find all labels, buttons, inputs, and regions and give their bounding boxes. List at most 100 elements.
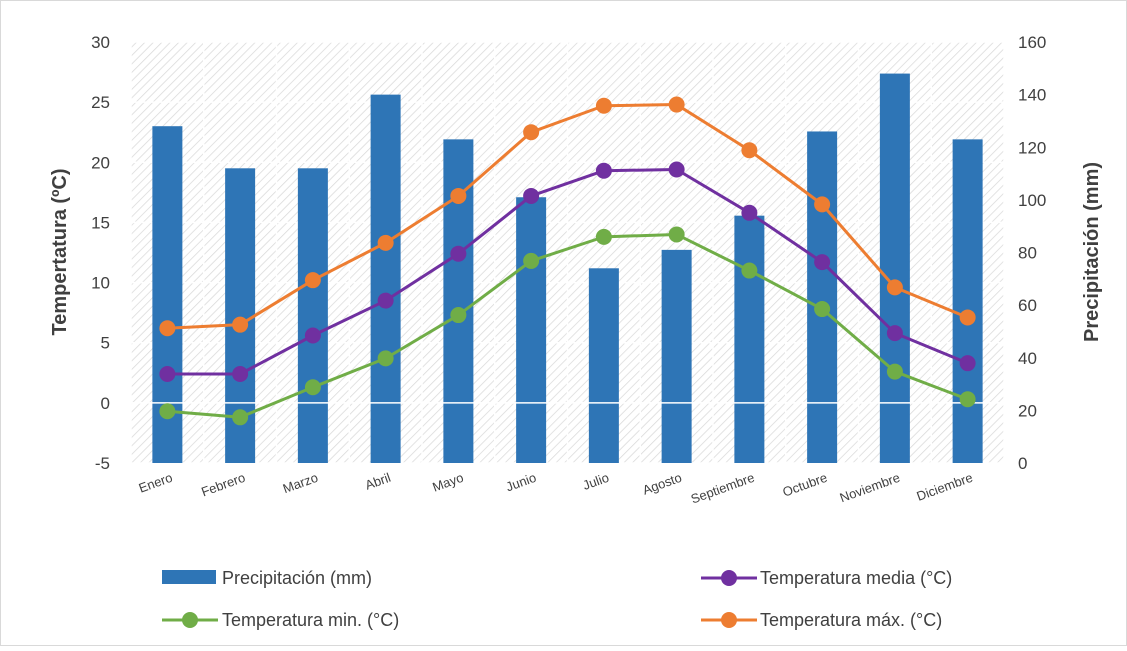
series-point (814, 196, 831, 213)
series-point (959, 355, 976, 372)
x-tick-label: Noviembre (838, 470, 902, 506)
series-point (741, 142, 758, 159)
series-point (523, 187, 540, 204)
legend-item-temp-min: Temperatura min. (°C) (162, 610, 399, 630)
series-point (304, 327, 321, 344)
series-point (232, 409, 249, 426)
series-point (886, 279, 903, 296)
series-point (886, 325, 903, 342)
legend-marker (182, 612, 198, 628)
series-point (668, 226, 685, 243)
x-tick-label: Junio (504, 470, 538, 495)
x-tick-label: Febrero (199, 470, 247, 500)
precipitation-bar (516, 197, 547, 463)
series-point (450, 187, 467, 204)
precipitation-bar (370, 94, 401, 463)
series-point (595, 228, 612, 245)
left-axis-ticks: -5 0 5 10 15 20 25 30 (91, 33, 110, 473)
legend: Precipitación (mm) Temperatura media (°C… (162, 568, 952, 630)
series-point (159, 365, 176, 382)
legend-item-temp-max: Temperatura máx. (°C) (701, 610, 942, 630)
series-point (814, 301, 831, 318)
series-point (159, 403, 176, 420)
series-line (167, 103, 969, 330)
y2-tick-label: 100 (1018, 191, 1046, 210)
temperature-lines (159, 96, 976, 426)
x-tick-label: Marzo (281, 470, 320, 496)
legend-item-temp-media: Temperatura media (°C) (701, 568, 952, 588)
series-point (668, 161, 685, 178)
series-point (377, 350, 394, 367)
y2-axis-title: Precipitación (mm) (1081, 162, 1103, 342)
series-point (814, 254, 831, 271)
legend-bar-swatch (162, 570, 216, 584)
series-point (304, 379, 321, 396)
legend-label: Temperatura media (°C) (760, 568, 952, 588)
legend-label: Temperatura min. (°C) (222, 610, 399, 630)
series-point (741, 204, 758, 221)
y2-tick-label: 20 (1018, 401, 1037, 420)
right-axis-ticks: 0 20 40 60 80 100 120 140 160 (1018, 33, 1046, 473)
x-tick-label: Octubre (781, 470, 830, 500)
y-tick-label: 0 (101, 394, 110, 413)
series-point (450, 307, 467, 324)
precipitation-bar (952, 139, 983, 463)
series-point (377, 234, 394, 251)
legend-marker (721, 612, 737, 628)
series-line (167, 232, 969, 419)
x-tick-label: Enero (137, 470, 175, 496)
series-point (959, 391, 976, 408)
y2-tick-label: 0 (1018, 454, 1027, 473)
gridlines (130, 41, 1005, 464)
series-line (167, 168, 969, 376)
y2-tick-label: 140 (1018, 86, 1046, 105)
x-tick-label: Septiembre (689, 470, 757, 507)
series-point (232, 365, 249, 382)
x-tick-label: Mayo (430, 470, 465, 495)
y2-tick-label: 60 (1018, 296, 1037, 315)
y-axis-title: Tempertatura (ºC) (49, 169, 71, 336)
precipitation-bar (297, 168, 328, 464)
category-labels: Enero Febrero Marzo Abril Mayo Junio Julio Agos… (137, 470, 975, 507)
x-tick-label: Abril (363, 470, 393, 493)
series-point (159, 320, 176, 337)
y-tick-label: 25 (91, 93, 110, 112)
y2-tick-label: 160 (1018, 33, 1046, 52)
x-tick-label: Julio (581, 470, 611, 493)
series-point (450, 245, 467, 262)
series-point (741, 262, 758, 279)
y-tick-label: 10 (91, 274, 110, 293)
y-tick-label: 30 (91, 33, 110, 52)
precipitation-bar (588, 268, 619, 463)
series-point (668, 96, 685, 113)
series-point (523, 124, 540, 141)
x-tick-label: Agosto (640, 470, 683, 498)
series-point (886, 363, 903, 380)
y-tick-label: 15 (91, 213, 110, 232)
series-point (304, 272, 321, 289)
precipitation-bar (734, 215, 765, 463)
y-tick-label: 5 (101, 334, 110, 353)
series-point (595, 97, 612, 114)
legend-item-precipitation: Precipitación (mm) (162, 568, 372, 588)
series-point (232, 316, 249, 333)
series-point (523, 252, 540, 269)
precipitation-bar (879, 73, 910, 463)
y-tick-label: -5 (95, 454, 110, 473)
precipitation-bar (661, 249, 692, 463)
legend-marker (721, 570, 737, 586)
legend-label: Temperatura máx. (°C) (760, 610, 942, 630)
precipitation-bars (152, 73, 983, 464)
series-point (959, 309, 976, 326)
y2-tick-label: 40 (1018, 349, 1037, 368)
precipitation-bar (807, 131, 838, 463)
y-tick-label: 20 (91, 153, 110, 172)
legend-label: Precipitación (mm) (222, 568, 372, 588)
series-point (595, 162, 612, 179)
series-point (377, 292, 394, 309)
y2-tick-label: 120 (1018, 138, 1046, 157)
y2-tick-label: 80 (1018, 244, 1037, 263)
x-tick-label: Diciembre (915, 470, 975, 504)
